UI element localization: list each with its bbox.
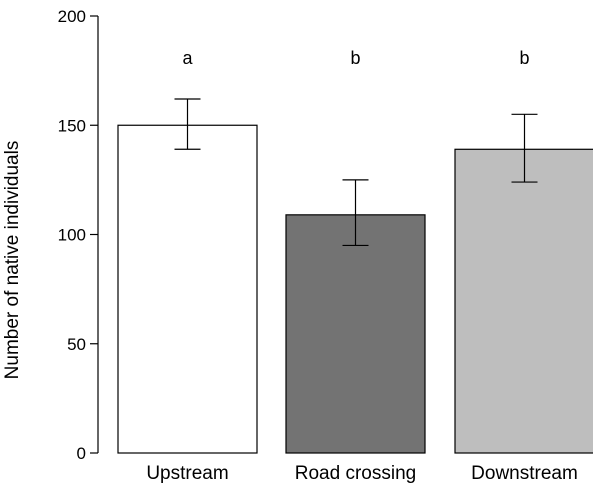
y-tick-label: 200 <box>58 7 86 26</box>
x-axis-labels-group: Upstream Road crossing Downstream <box>146 463 578 484</box>
significance-letter: b <box>350 48 360 68</box>
bar-downstream <box>454 148 593 454</box>
error-bars-group <box>174 98 538 247</box>
x-category-label: Downstream <box>471 463 578 484</box>
y-tick-label: 50 <box>67 335 86 354</box>
error-bar <box>511 113 538 183</box>
error-bar <box>342 179 369 247</box>
y-axis-label: Number of native individuals <box>2 141 23 380</box>
y-tick-label: 0 <box>77 444 86 463</box>
x-category-label: Upstream <box>146 463 228 484</box>
bars-group <box>117 124 593 454</box>
bar-road-crossing <box>285 214 426 454</box>
bar-upstream <box>117 124 258 454</box>
significance-letter: b <box>519 48 529 68</box>
significance-letter: a <box>182 48 193 68</box>
error-bar <box>174 98 201 150</box>
y-tick-label: 150 <box>58 116 86 135</box>
x-category-label: Road crossing <box>295 463 416 484</box>
y-axis: 0 50 100 150 200 <box>58 7 99 463</box>
y-tick-label: 100 <box>58 226 86 245</box>
